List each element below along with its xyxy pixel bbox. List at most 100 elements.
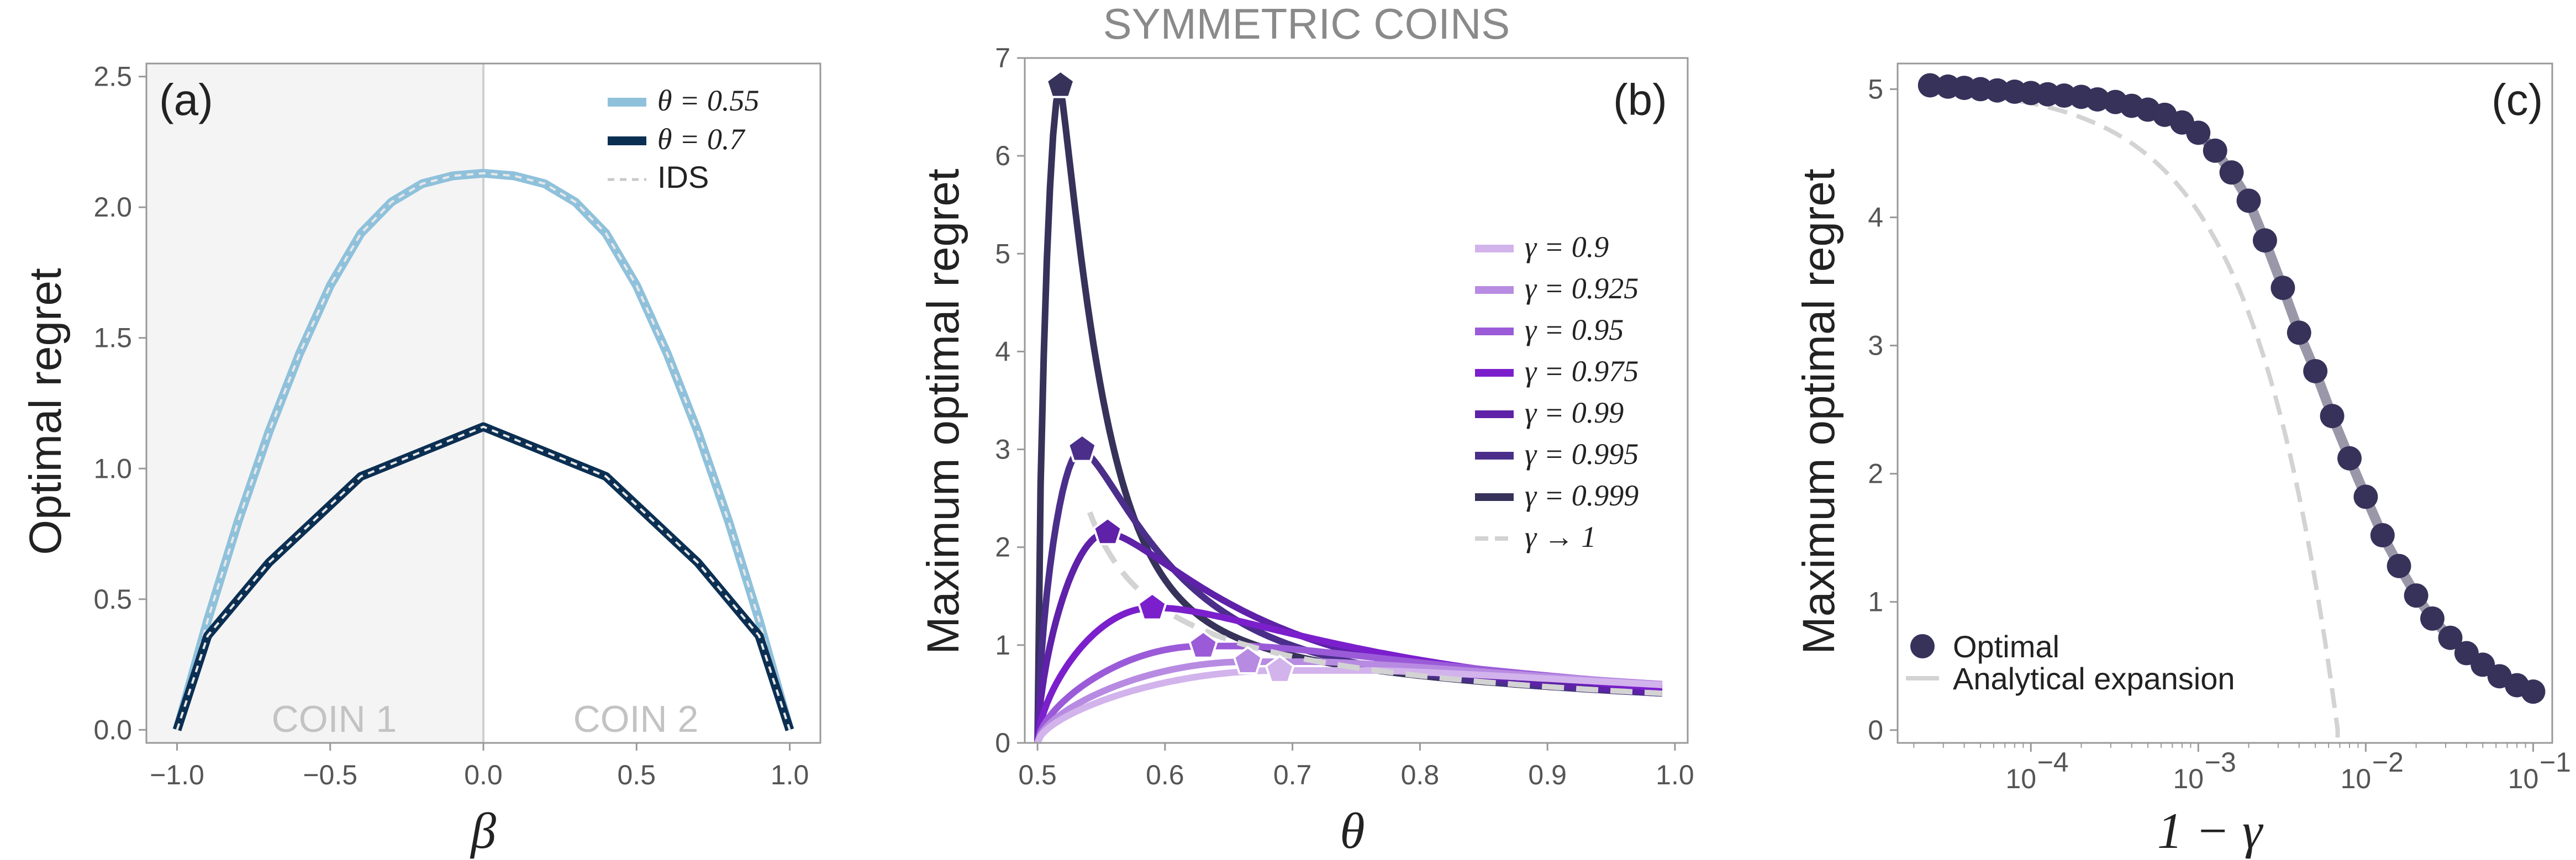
legend-label: γ = 0.999 <box>1525 479 1639 512</box>
panel-c-ylabel: Maximum optimal regret <box>1794 168 1844 655</box>
panel-a-legend: θ = 0.55 θ = 0.7 IDS <box>608 84 759 194</box>
legend-label: γ = 0.975 <box>1525 355 1639 388</box>
y-tick-label: 7 <box>995 43 1010 73</box>
panel-b-tag: (b) <box>1613 75 1667 124</box>
optimal-point <box>2353 484 2378 509</box>
y-tick-label: 1 <box>995 630 1010 661</box>
coin-1-shaded-region <box>146 64 483 743</box>
legend-label: θ = 0.7 <box>657 123 745 156</box>
legend-label: γ → 1 <box>1525 520 1596 553</box>
x-tick-label: 10 <box>2341 763 2372 794</box>
x-tick-label: 0.6 <box>1146 759 1184 790</box>
x-tick-exponent: −1 <box>2540 747 2571 778</box>
optimal-point <box>2521 679 2546 704</box>
peak-marker <box>1092 516 1123 546</box>
gamma-curve <box>1034 529 1663 743</box>
peak-marker <box>1137 592 1167 621</box>
panel-b-xlabel: θ <box>1340 803 1365 859</box>
optimal-point <box>2271 276 2295 300</box>
y-tick-label: 2.5 <box>93 61 132 92</box>
peak-marker <box>1045 70 1076 98</box>
x-tick-label: 0.0 <box>464 759 503 790</box>
legend-label: γ = 0.995 <box>1525 437 1639 471</box>
legend-label: γ = 0.9 <box>1525 230 1609 263</box>
legend-label: γ = 0.95 <box>1525 313 1624 346</box>
optimal-point <box>1985 78 2010 103</box>
optimal-point <box>2420 606 2445 631</box>
legend-label: IDS <box>657 160 709 194</box>
optimal-point <box>2252 228 2277 253</box>
optimal-point <box>2387 553 2411 578</box>
y-tick-label: 4 <box>995 336 1010 367</box>
ids-dashed-overlay <box>176 172 791 730</box>
y-tick-label: 0.0 <box>93 714 132 745</box>
y-tick-label: 0 <box>995 727 1010 758</box>
optimal-point <box>2085 87 2110 112</box>
x-tick-label: 10 <box>2005 763 2036 794</box>
panel-c-xlabel: 1 − γ <box>2157 803 2264 859</box>
y-tick-label: 3 <box>995 434 1010 465</box>
peak-marker <box>1067 434 1097 462</box>
optimal-point <box>2404 583 2429 608</box>
optimal-point <box>2320 404 2345 429</box>
x-tick-label: −1.0 <box>150 759 204 790</box>
x-tick-label: 10 <box>2173 763 2204 794</box>
y-tick-label: 1 <box>1868 587 1883 618</box>
x-tick-label: 1.0 <box>771 759 809 790</box>
optimal-point <box>2219 160 2244 185</box>
y-tick-label: 5 <box>995 238 1010 269</box>
optimal-point <box>2370 523 2395 548</box>
panel-a: −1.0 −0.5 0.0 0.5 1.00.00.51.01.52.02.5 (a) … <box>20 61 821 859</box>
gamma-limit-curve <box>1087 511 1662 697</box>
y-tick-label: 3 <box>1868 330 1883 361</box>
optimal-point <box>2438 625 2463 650</box>
y-tick-label: 4 <box>1868 202 1883 233</box>
x-tick-label: 0.9 <box>1528 759 1567 790</box>
y-tick-label: 2 <box>995 532 1010 563</box>
x-tick-label: 0.5 <box>618 759 656 790</box>
optimal-point <box>2303 358 2328 383</box>
coin-2-label: COIN 2 <box>573 698 699 740</box>
x-tick-exponent: −2 <box>2372 747 2404 778</box>
optimal-point <box>2236 188 2261 213</box>
panel-b-ylabel: Maximum optimal regret <box>918 168 968 655</box>
legend-marker <box>1910 634 1935 658</box>
x-tick-exponent: −3 <box>2205 747 2236 778</box>
optimal-point <box>2287 320 2311 345</box>
y-tick-label: 6 <box>995 140 1010 171</box>
peak-marker <box>1265 655 1295 683</box>
legend-label: θ = 0.55 <box>657 84 759 117</box>
legend-label: γ = 0.99 <box>1525 396 1624 429</box>
y-tick-label: 0 <box>1868 715 1883 746</box>
y-tick-label: 2 <box>1868 458 1883 489</box>
x-tick-exponent: −4 <box>2037 747 2069 778</box>
legend-label: Optimal <box>1953 629 2059 664</box>
legend-label: γ = 0.925 <box>1525 272 1639 305</box>
optimal-point <box>2203 138 2227 163</box>
x-tick-label: 10 <box>2508 763 2539 794</box>
y-tick-label: 0.5 <box>93 584 132 615</box>
panel-a-ylabel: Optimal regret <box>20 268 71 555</box>
optimal-point <box>2337 446 2362 471</box>
optimal-point <box>2186 120 2211 145</box>
x-tick-label: 0.8 <box>1401 759 1440 790</box>
panel-a-xlabel: β <box>470 803 496 859</box>
panel-b-legend: γ = 0.9 γ = 0.925 γ = 0.95 γ = 0.975 γ = 0.9… <box>1475 230 1639 553</box>
x-tick-label: 0.5 <box>1018 759 1057 790</box>
gamma-curve <box>1034 658 1663 745</box>
y-tick-label: 1.0 <box>93 453 132 484</box>
legend-label: Analytical expansion <box>1953 661 2235 696</box>
x-tick-label: −0.5 <box>303 759 357 790</box>
coin-1-label: COIN 1 <box>272 698 397 740</box>
y-tick-label: 5 <box>1868 73 1883 104</box>
peak-marker <box>1232 646 1263 674</box>
panel-c-tag: (c) <box>2491 75 2543 124</box>
peak-marker <box>1188 630 1219 659</box>
panel-a-tag: (a) <box>159 75 213 124</box>
y-tick-label: 2.0 <box>93 192 132 223</box>
optimal-point <box>1917 73 1942 98</box>
